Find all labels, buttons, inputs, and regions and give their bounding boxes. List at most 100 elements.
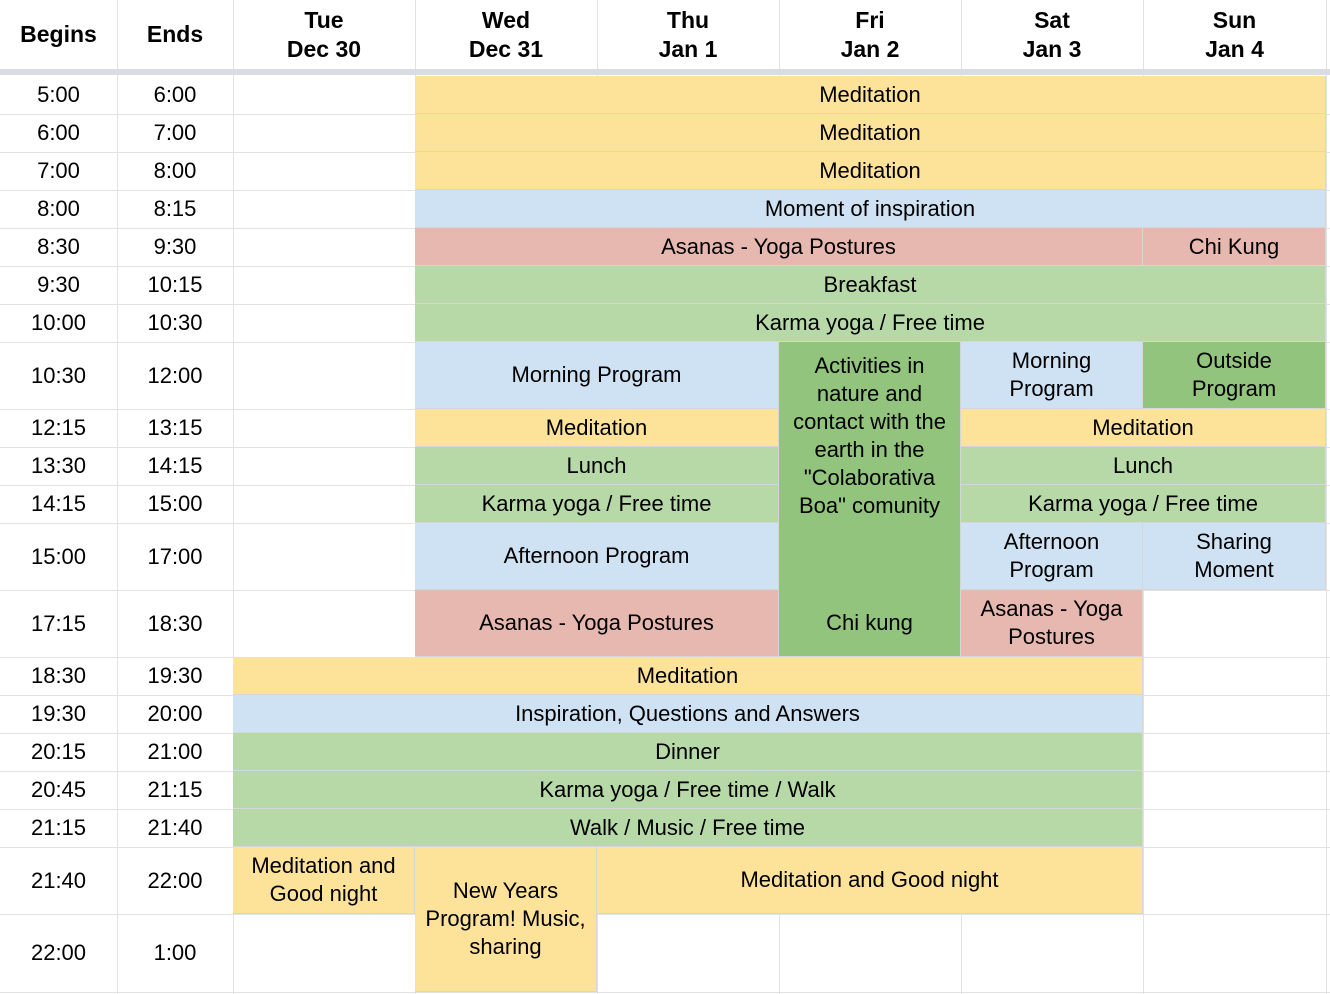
- ends-cell[interactable]: 7:00: [153, 120, 197, 145]
- begins-cell[interactable]: 20:45: [30, 777, 87, 802]
- begins-cell[interactable]: 8:00: [37, 196, 80, 221]
- ends-cell[interactable]: 9:30: [153, 234, 197, 259]
- day-of-week: Thu: [666, 6, 710, 33]
- column-header-label: Ends: [146, 21, 204, 47]
- ends-cell[interactable]: 18:30: [147, 610, 203, 636]
- event-dinner[interactable]: Dinner: [233, 733, 1143, 771]
- event-asanas[interactable]: Asanas - Yoga Postures: [415, 228, 1143, 266]
- event-karma-yoga[interactable]: Karma yoga / Free time: [961, 485, 1326, 523]
- event-meditation[interactable]: Meditation: [415, 152, 1326, 190]
- begins-cell[interactable]: 6:00: [37, 120, 80, 145]
- column-header-day[interactable]: Wed Dec 31: [415, 0, 597, 69]
- event-new-years-program[interactable]: New Years Program! Music, sharing: [415, 847, 597, 992]
- event-karma-yoga-walk[interactable]: Karma yoga / Free time / Walk: [233, 771, 1143, 809]
- event-sharing-moment[interactable]: Sharing Moment: [1143, 523, 1326, 590]
- day-of-week: Sun: [1212, 6, 1257, 33]
- day-of-week: Fri: [855, 6, 885, 33]
- column-header-label: Begins: [20, 21, 97, 47]
- begins-cell[interactable]: 13:30: [30, 453, 87, 478]
- column-header-day[interactable]: Tue Dec 30: [233, 0, 415, 69]
- day-date: Jan 2: [840, 35, 900, 62]
- event-walk-music[interactable]: Walk / Music / Free time: [233, 809, 1143, 847]
- begins-cell[interactable]: 9:30: [37, 272, 80, 297]
- begins-cell[interactable]: 20:15: [30, 739, 87, 764]
- day-date: Jan 4: [1205, 35, 1264, 62]
- day-of-week: Sat: [1034, 6, 1070, 33]
- event-karma-yoga[interactable]: Karma yoga / Free time: [415, 485, 779, 523]
- event-lunch[interactable]: Lunch: [415, 447, 779, 485]
- begins-cell[interactable]: 5:00: [37, 82, 80, 107]
- ends-cell[interactable]: 14:15: [147, 453, 203, 478]
- event-meditation[interactable]: Meditation: [961, 409, 1326, 447]
- event-meditation[interactable]: Meditation: [415, 114, 1326, 152]
- ends-cell[interactable]: 1:00: [153, 940, 197, 965]
- grid-line: [117, 0, 118, 994]
- event-morning-program[interactable]: Morning Program: [961, 342, 1143, 409]
- day-date: Jan 1: [658, 35, 718, 62]
- event-meditation[interactable]: Meditation: [233, 657, 1143, 695]
- column-header-ends[interactable]: Ends: [117, 0, 233, 69]
- column-header-day[interactable]: Fri Jan 2: [779, 0, 961, 69]
- ends-cell[interactable]: 8:00: [153, 158, 197, 183]
- begins-cell[interactable]: 17:15: [30, 610, 87, 636]
- day-date: Dec 30: [286, 35, 362, 62]
- begins-cell[interactable]: 10:30: [30, 362, 87, 388]
- begins-cell[interactable]: 21:15: [30, 815, 87, 840]
- begins-cell[interactable]: 19:30: [30, 701, 87, 726]
- grid-line: [1326, 0, 1327, 994]
- ends-cell[interactable]: 21:00: [147, 739, 203, 764]
- day-of-week: Wed: [481, 6, 531, 33]
- ends-cell[interactable]: 22:00: [147, 867, 203, 893]
- ends-cell[interactable]: 6:00: [153, 82, 197, 107]
- event-meditation-goodnight[interactable]: Meditation and Good night: [597, 847, 1143, 914]
- ends-cell[interactable]: 8:15: [153, 196, 197, 221]
- event-breakfast[interactable]: Breakfast: [415, 266, 1326, 304]
- grid-line: [233, 0, 234, 994]
- ends-cell[interactable]: 13:15: [147, 415, 203, 440]
- ends-cell[interactable]: 15:00: [147, 491, 203, 516]
- event-outside-program[interactable]: Outside Program: [1143, 342, 1326, 409]
- event-lunch[interactable]: Lunch: [961, 447, 1326, 485]
- column-header-day[interactable]: Thu Jan 1: [597, 0, 779, 69]
- begins-cell[interactable]: 15:00: [30, 543, 87, 569]
- begins-cell[interactable]: 14:15: [30, 491, 87, 516]
- day-of-week: Tue: [304, 6, 344, 33]
- begins-cell[interactable]: 10:00: [30, 310, 87, 335]
- event-chi-kung[interactable]: Chi kung: [779, 590, 961, 657]
- begins-cell[interactable]: 18:30: [30, 663, 87, 688]
- event-meditation[interactable]: Meditation: [415, 76, 1326, 114]
- event-karma-yoga[interactable]: Karma yoga / Free time: [415, 304, 1326, 342]
- ends-cell[interactable]: 19:30: [147, 663, 203, 688]
- grid-line: [0, 992, 1330, 993]
- event-meditation-goodnight[interactable]: Meditation and Good night: [233, 847, 415, 914]
- event-asanas[interactable]: Asanas - Yoga Postures: [961, 590, 1143, 657]
- day-date: Dec 31: [468, 35, 544, 62]
- grid-line: [0, 914, 1330, 915]
- ends-cell[interactable]: 10:30: [147, 310, 203, 335]
- begins-cell[interactable]: 7:00: [37, 158, 80, 183]
- day-date: Jan 3: [1022, 35, 1082, 62]
- event-inspiration-qa[interactable]: Inspiration, Questions and Answers: [233, 695, 1143, 733]
- event-afternoon-program[interactable]: Afternoon Program: [961, 523, 1143, 590]
- begins-cell[interactable]: 8:30: [37, 234, 80, 259]
- ends-cell[interactable]: 12:00: [147, 362, 203, 388]
- ends-cell[interactable]: 21:15: [147, 777, 203, 802]
- event-asanas[interactable]: Asanas - Yoga Postures: [415, 590, 779, 657]
- header-divider: [0, 69, 1330, 75]
- begins-cell[interactable]: 21:40: [30, 867, 87, 893]
- column-header-day[interactable]: Sun Jan 4: [1143, 0, 1326, 69]
- ends-cell[interactable]: 10:15: [147, 272, 203, 297]
- begins-cell[interactable]: 22:00: [30, 940, 87, 965]
- ends-cell[interactable]: 20:00: [147, 701, 203, 726]
- ends-cell[interactable]: 17:00: [147, 543, 203, 569]
- event-morning-program[interactable]: Morning Program: [415, 342, 779, 409]
- event-afternoon-program[interactable]: Afternoon Program: [415, 523, 779, 590]
- column-header-begins[interactable]: Begins: [0, 0, 117, 69]
- event-chi-kung[interactable]: Chi Kung: [1143, 228, 1326, 266]
- event-meditation[interactable]: Meditation: [415, 409, 779, 447]
- ends-cell[interactable]: 21:40: [147, 815, 203, 840]
- begins-cell[interactable]: 12:15: [30, 415, 87, 440]
- event-moment-of-inspiration[interactable]: Moment of inspiration: [415, 190, 1326, 228]
- column-header-day[interactable]: Sat Jan 3: [961, 0, 1143, 69]
